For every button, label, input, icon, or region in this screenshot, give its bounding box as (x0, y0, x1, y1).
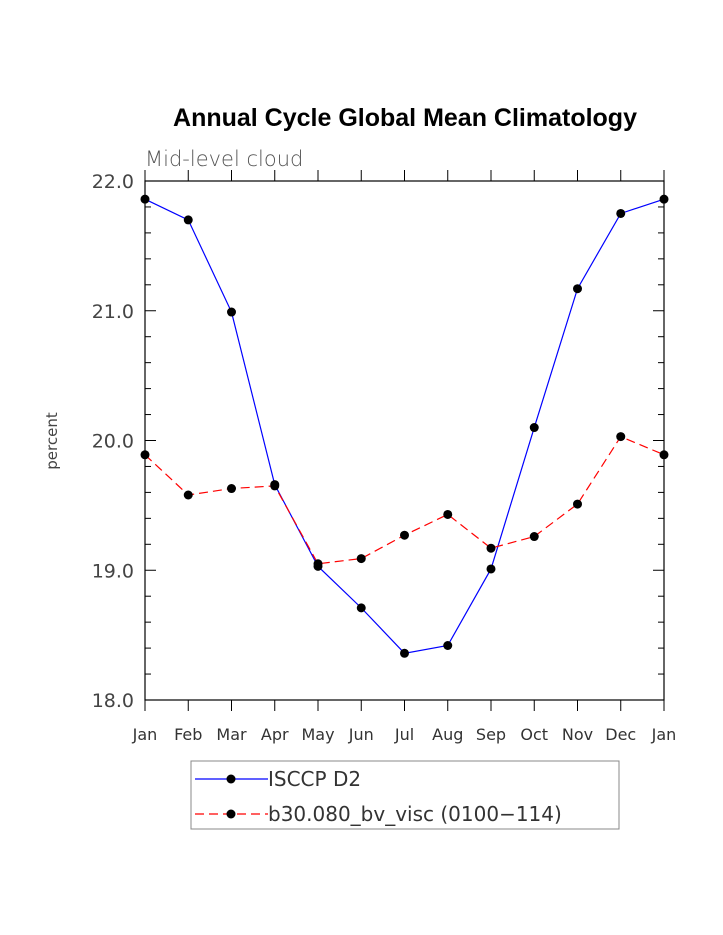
legend-label: ISCCP D2 (268, 767, 361, 791)
legend: ISCCP D2 b30.080_bv_visc (0100−114) (190, 760, 620, 830)
data-point (529, 423, 539, 433)
legend-entries: ISCCP D2 b30.080_bv_visc (0100−114) (195, 767, 562, 826)
data-point (443, 509, 453, 519)
x-tick-label: Oct (520, 725, 548, 744)
data-point (529, 532, 539, 542)
chart-title: Annual Cycle Global Mean Climatology (173, 104, 637, 132)
x-tick-label: Jul (394, 725, 414, 744)
x-tick-label: Sep (476, 725, 506, 744)
x-tick-label: Apr (261, 725, 289, 744)
data-point (356, 603, 366, 613)
data-point (356, 554, 366, 564)
data-point (616, 432, 626, 442)
data-point (183, 490, 193, 500)
x-tick-label: Mar (216, 725, 247, 744)
legend-box (190, 760, 620, 830)
series-line (144, 435, 665, 565)
legend-marker (226, 774, 236, 784)
y-axis: 18.0 19.0 20.0 21.0 22.0 (92, 171, 664, 712)
x-tick-label: May (301, 725, 334, 744)
data-point (573, 284, 582, 294)
chart-subtitle: Mid-level cloud (145, 147, 303, 171)
data-point (486, 543, 496, 553)
series-2 (140, 432, 669, 569)
data-point (140, 450, 150, 460)
data-point (227, 484, 236, 494)
data-point (313, 559, 323, 569)
data-point (140, 194, 150, 204)
data-point (183, 215, 193, 225)
y-tick-label: 20.0 (92, 431, 134, 453)
legend-label: b30.080_bv_visc (0100−114) (268, 802, 562, 826)
data-point (400, 648, 409, 658)
x-tick-label: Aug (432, 725, 463, 744)
data-point (659, 194, 669, 204)
data-point (270, 481, 280, 491)
legend-entry: ISCCP D2 (195, 767, 361, 791)
x-tick-label: Nov (562, 725, 593, 744)
y-axis-label: percent (43, 412, 61, 470)
y-tick-label: 19.0 (92, 560, 134, 582)
x-tick-label: Dec (605, 725, 636, 744)
data-point (400, 530, 409, 540)
y-tick-label: 21.0 (92, 301, 134, 323)
legend-entry: b30.080_bv_visc (0100−114) (195, 802, 562, 826)
data-point (616, 208, 626, 218)
x-tick-label: Feb (174, 725, 202, 744)
x-tick-label: Jun (348, 725, 374, 744)
series-layer (140, 194, 669, 658)
data-point (486, 564, 496, 574)
plot-border (144, 180, 665, 701)
series-line (144, 198, 665, 654)
data-point (227, 307, 236, 317)
plot-frame (144, 180, 665, 701)
legend-marker (226, 809, 236, 819)
data-point (659, 450, 669, 460)
data-point (573, 499, 582, 509)
data-point (443, 641, 453, 651)
series-1 (140, 194, 669, 658)
x-tick-label: Jan (651, 725, 677, 744)
x-axis: Jan Feb Mar Apr May Jun Jul Aug Sep Oct Nov Dec Jan (132, 170, 677, 744)
y-tick-label: 22.0 (92, 171, 134, 193)
x-tick-label: Jan (132, 725, 158, 744)
y-tick-label: 18.0 (92, 690, 134, 712)
